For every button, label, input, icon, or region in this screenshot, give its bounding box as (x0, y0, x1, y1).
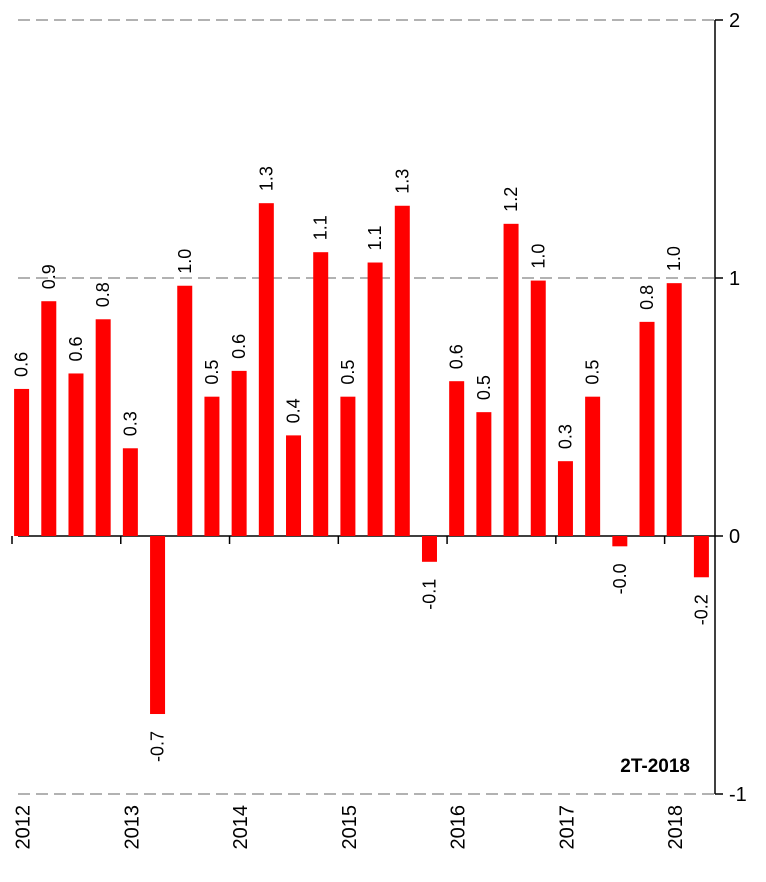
data-label: 0.5 (583, 360, 603, 385)
bar (68, 373, 84, 536)
y-tick-label: 1 (729, 268, 740, 290)
data-label: 0.3 (120, 411, 140, 436)
bar (14, 388, 30, 536)
bar (367, 262, 383, 536)
bar (693, 536, 709, 578)
bar (95, 319, 111, 536)
data-label: -0.2 (691, 594, 711, 625)
data-label: 1.3 (392, 169, 412, 194)
data-label: 1.0 (664, 246, 684, 271)
data-label: -0.0 (610, 563, 630, 594)
data-label: 0.6 (447, 344, 467, 369)
data-label: 0.3 (555, 424, 575, 449)
bar (612, 536, 628, 547)
bar (585, 396, 601, 536)
data-label: 0.6 (12, 352, 32, 377)
x-tick-label: 2015 (339, 805, 361, 850)
data-label: 1.0 (175, 249, 195, 274)
data-label: 0.8 (637, 285, 657, 310)
data-label: 0.6 (66, 336, 86, 361)
bar (639, 321, 655, 536)
bar (41, 301, 57, 536)
x-tick-label: 2014 (230, 805, 252, 850)
data-label: -0.7 (148, 731, 168, 762)
annotation: 2T-2018 (620, 756, 690, 777)
y-tick-label: 0 (729, 526, 740, 548)
bar (476, 412, 492, 536)
bar (286, 435, 302, 536)
bar (231, 370, 247, 536)
bar (204, 396, 220, 536)
bar (150, 536, 166, 715)
bar (421, 536, 437, 562)
bar (557, 461, 573, 536)
data-label: 1.3 (256, 166, 276, 191)
bar (666, 283, 682, 536)
data-label: 0.5 (338, 360, 358, 385)
bar (449, 381, 465, 536)
bar (122, 448, 138, 536)
bar (177, 285, 193, 536)
bar (503, 223, 519, 536)
y-tick-label: 2 (729, 10, 740, 32)
x-tick-label: 2018 (665, 805, 687, 850)
data-label: -0.1 (419, 579, 439, 610)
data-label: 0.5 (474, 375, 494, 400)
data-label: 0.9 (39, 264, 59, 289)
bar (340, 396, 356, 536)
y-tick-label: -1 (729, 784, 747, 806)
bar (530, 280, 546, 536)
data-label: 0.5 (202, 360, 222, 385)
data-label: 1.1 (365, 225, 385, 250)
x-tick-label: 2016 (448, 805, 470, 850)
data-label: 1.2 (501, 187, 521, 212)
data-label: 1.1 (311, 215, 331, 240)
x-tick-label: 2012 (13, 805, 35, 850)
data-label: 1.0 (528, 244, 548, 269)
bar (258, 203, 274, 536)
bar (313, 252, 329, 536)
data-label: 0.6 (229, 334, 249, 359)
x-tick-label: 2017 (556, 805, 578, 850)
data-label: 0.4 (284, 398, 304, 423)
x-tick-label: 2013 (121, 805, 143, 850)
data-label: 0.8 (93, 282, 113, 307)
bar (394, 205, 410, 536)
